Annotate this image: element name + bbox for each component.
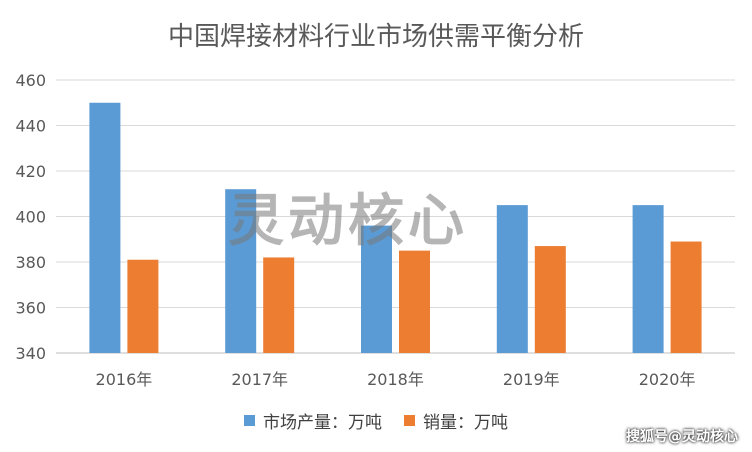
legend-label-production: 市场产量：万吨 xyxy=(263,413,382,433)
bar-production xyxy=(89,102,121,353)
bars xyxy=(89,102,702,353)
bar-production xyxy=(225,189,257,353)
bar-sales xyxy=(534,246,566,353)
x-tick-label: 2020年 xyxy=(639,370,696,389)
x-tick-label: 2016年 xyxy=(96,370,153,389)
footer-watermark: 搜狐号@灵动核心 xyxy=(626,429,738,445)
legend-swatch-production xyxy=(244,415,255,426)
y-tick-label: 380 xyxy=(15,253,46,272)
y-tick-label: 460 xyxy=(15,71,46,90)
y-tick-label: 400 xyxy=(15,208,46,227)
bar-sales xyxy=(263,257,295,353)
bar-sales xyxy=(399,250,430,353)
y-tick-label: 440 xyxy=(15,117,46,136)
y-axis-ticks: 340 360 380 400 420 440 460 xyxy=(15,71,46,363)
x-axis-ticks: 2016年 2017年 2018年 2019年 2020年 xyxy=(96,370,696,389)
chart-title: 中国焊接材料行业市场供需平衡分析 xyxy=(168,22,584,52)
legend-item-production: 市场产量：万吨 xyxy=(244,408,382,433)
y-tick-label: 420 xyxy=(15,162,46,181)
bar-sales xyxy=(127,259,159,353)
grid-lines xyxy=(56,79,735,354)
bar-sales xyxy=(670,241,702,353)
watermark: 灵动核心 xyxy=(228,189,468,254)
legend-item-sales: 销量：万吨 xyxy=(404,408,508,433)
legend-swatch-sales xyxy=(404,415,415,426)
x-tick-label: 2017年 xyxy=(231,370,288,389)
x-tick-label: 2019年 xyxy=(503,370,560,389)
legend: 市场产量：万吨 销量：万吨 xyxy=(0,408,752,433)
bar-production xyxy=(361,225,392,353)
y-tick-label: 340 xyxy=(15,344,46,363)
x-tick-label: 2018年 xyxy=(367,370,424,389)
bar-production xyxy=(496,205,528,353)
legend-label-sales: 销量：万吨 xyxy=(423,413,508,433)
bar-production xyxy=(632,205,664,353)
y-tick-label: 360 xyxy=(15,299,46,318)
